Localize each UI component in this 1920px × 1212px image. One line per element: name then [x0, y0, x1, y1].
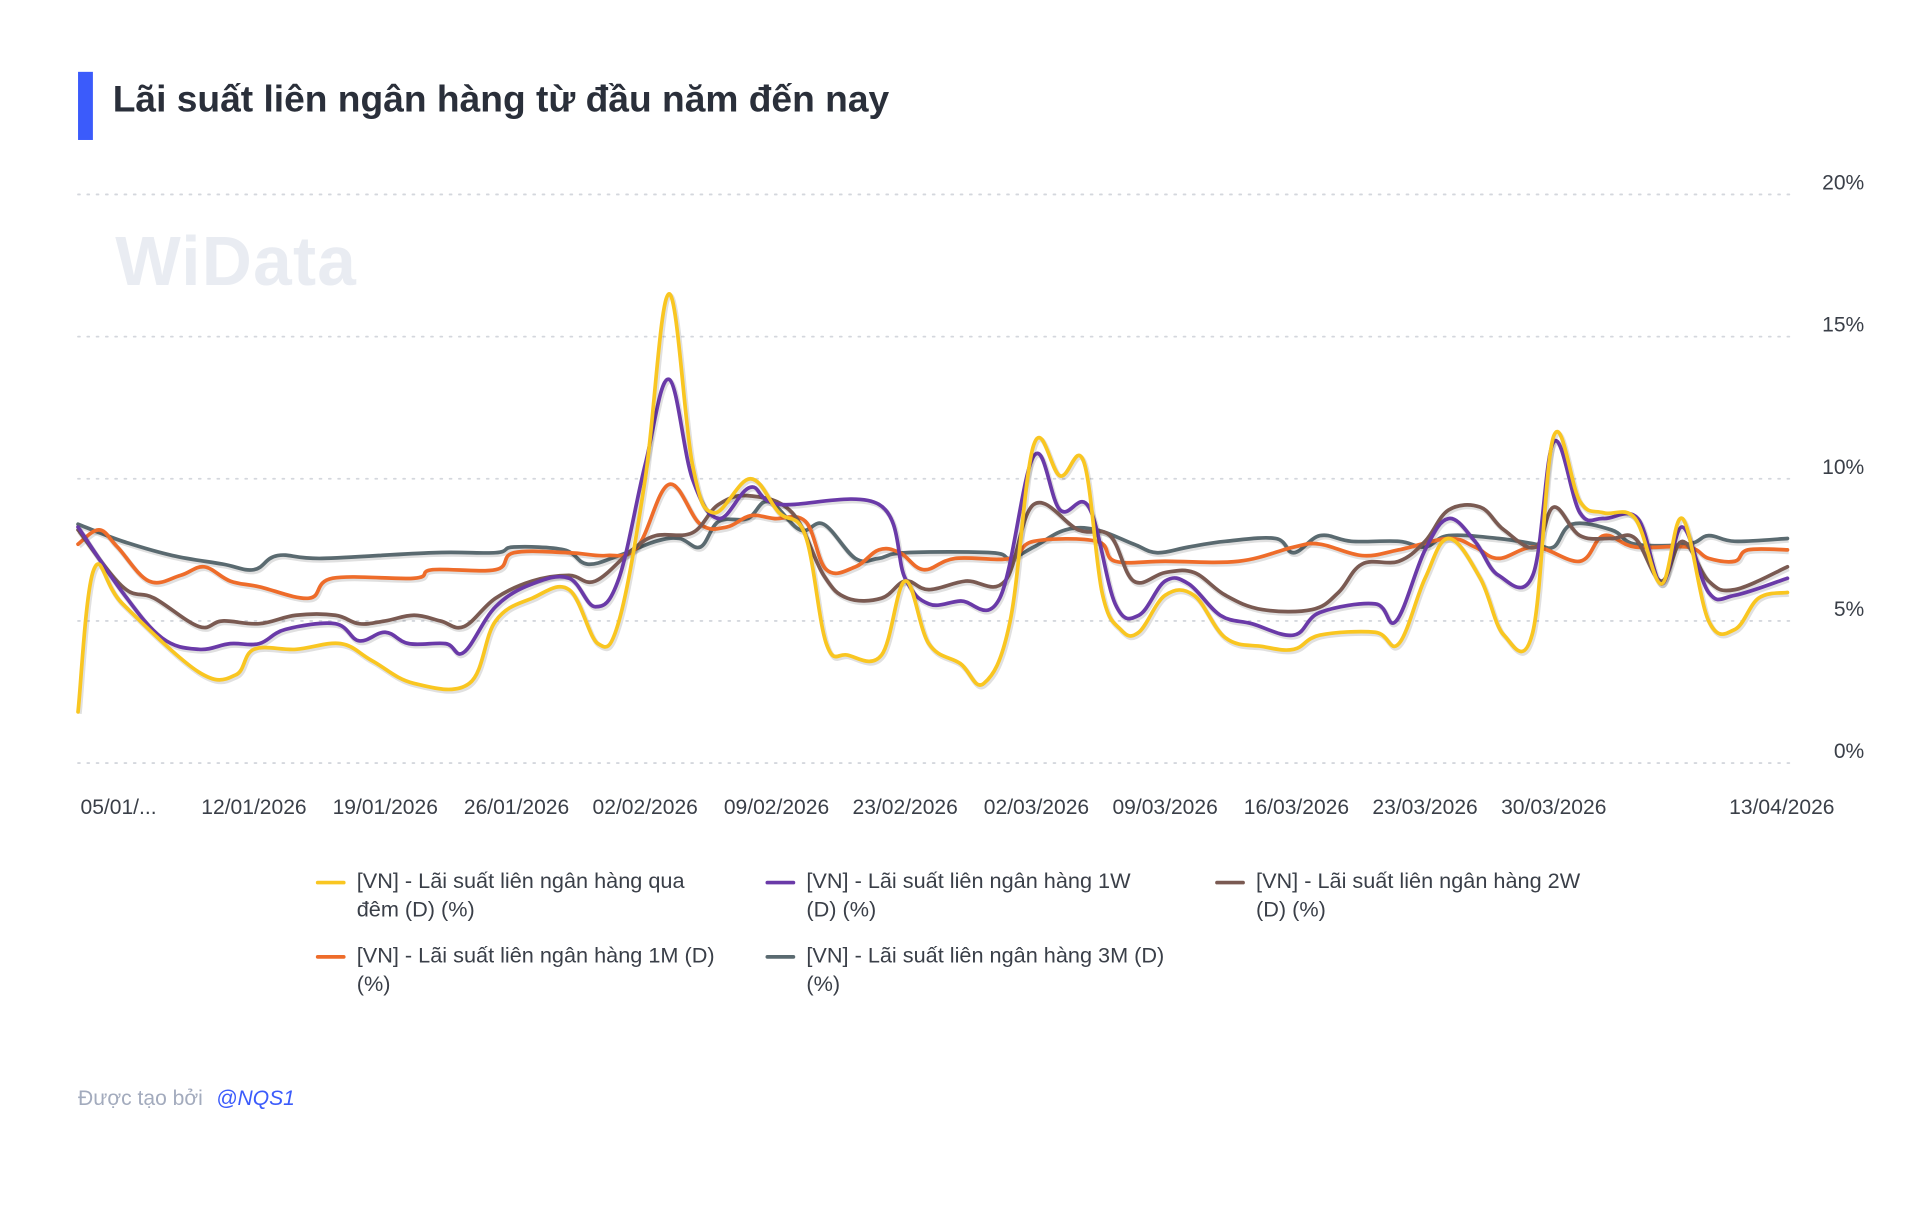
legend-item[interactable]: [VN] - Lãi suất liên ngân hàng qua đêm (… [315, 867, 725, 924]
legend-swatch [765, 880, 796, 885]
legend-item[interactable]: [VN] - Lãi suất liên ngân hàng 3M (D) (%… [765, 941, 1175, 998]
x-tick-label: 16/03/2026 [1244, 796, 1349, 819]
y-tick-label: 15% [1822, 314, 1864, 337]
y-tick-label: 5% [1834, 598, 1864, 621]
footer-credit: Được tạo bởi @NQS1 [78, 1086, 295, 1111]
line-chart: 20% 15% 10% 5% 0% 05/01/... 12/01/2026 19/01/20… [76, 172, 1864, 819]
y-tick-label: 0% [1834, 740, 1864, 763]
y-tick-label: 10% [1822, 456, 1864, 479]
y-tick-label: 20% [1822, 172, 1864, 195]
legend-swatch [315, 955, 346, 959]
legend-label: [VN] - Lãi suất liên ngân hàng 3M (D) (%… [806, 942, 1165, 996]
x-tick-label: 23/03/2026 [1372, 796, 1477, 819]
watermark-logo: WiData [115, 220, 357, 301]
series-line-0[interactable] [76, 292, 1790, 714]
x-tick-label: 09/02/2026 [724, 796, 829, 819]
watermark-text: WiData [115, 221, 358, 300]
x-tick-label: 12/01/2026 [201, 796, 306, 819]
x-tick-label: 02/03/2026 [984, 796, 1089, 819]
page-title: Lãi suất liên ngân hàng từ đầu năm đến n… [112, 79, 890, 121]
x-tick-label: 19/01/2026 [333, 796, 438, 819]
title-accent-bar [78, 71, 93, 140]
x-tick-label: 05/01/... [81, 796, 157, 819]
series-line-4[interactable] [76, 499, 1790, 572]
legend-item[interactable]: [VN] - Lãi suất liên ngân hàng 2W (D) (%… [1215, 867, 1624, 924]
x-tick-label: 13/04/2026 [1729, 796, 1834, 819]
series-line-1[interactable] [76, 377, 1790, 656]
series-shadow [77, 494, 1790, 633]
author-link[interactable]: @NQS1 [216, 1086, 295, 1110]
x-tick-label: 02/02/2026 [593, 796, 698, 819]
legend-swatch [765, 955, 796, 959]
x-tick-label: 26/01/2026 [464, 796, 569, 819]
x-tick-label: 23/02/2026 [852, 796, 957, 819]
legend-item[interactable]: [VN] - Lãi suất liên ngân hàng 1M (D) (%… [315, 941, 725, 998]
legend-label: [VN] - Lãi suất liên ngân hàng qua đêm (… [356, 868, 685, 922]
x-tick-label: 09/03/2026 [1112, 796, 1217, 819]
series-shadow [77, 483, 1789, 603]
legend-swatch [315, 880, 346, 885]
legend-item[interactable]: [VN] - Lãi suất liên ngân hàng 1W (D) (%… [765, 867, 1175, 924]
legend-label: [VN] - Lãi suất liên ngân hàng 1W (D) (%… [806, 868, 1131, 922]
legend-label: [VN] - Lãi suất liên ngân hàng 2W (D) (%… [1256, 868, 1581, 922]
x-tick-label: 30/03/2026 [1501, 796, 1606, 819]
series-shadow [78, 500, 1789, 575]
series-line-3[interactable] [76, 482, 1790, 601]
legend-swatch [1215, 880, 1245, 885]
legend-label: [VN] - Lãi suất liên ngân hàng 1M (D) (%… [356, 942, 715, 996]
footer-prefix: Được tạo bởi [78, 1086, 203, 1110]
series-line-2[interactable] [76, 493, 1790, 630]
